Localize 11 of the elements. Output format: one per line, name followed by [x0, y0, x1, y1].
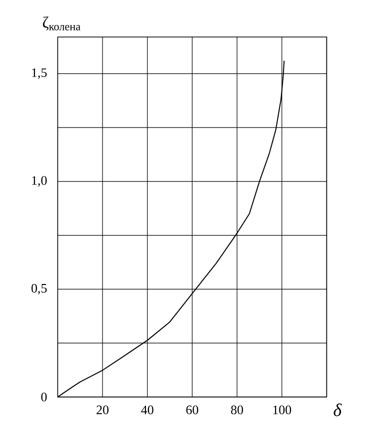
y-tick-label: 1,0: [32, 176, 47, 187]
x-tick-label: 20: [96, 406, 109, 414]
y-axis-title: ζ$_{колена}$: [42, 16, 80, 30]
y-tick-label: 1,5: [32, 68, 47, 79]
x-tick-label: 60: [186, 406, 198, 414]
x-tick-label: 80: [231, 406, 244, 414]
y-tick-label: 0,5: [32, 284, 47, 295]
x-tick-label: 100: [273, 406, 292, 414]
x-axis-title: δ: [334, 404, 342, 416]
x-tick-label: 40: [141, 406, 154, 414]
y-tick-label: 0: [41, 392, 47, 402]
